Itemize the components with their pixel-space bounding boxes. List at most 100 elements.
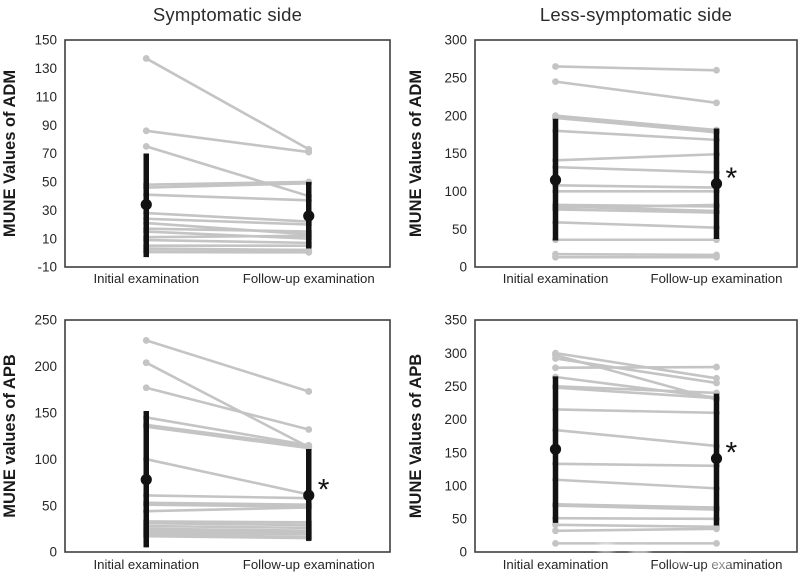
patient-line xyxy=(144,361,311,449)
patient-line xyxy=(144,339,311,393)
patient-line xyxy=(554,114,718,132)
patient-line xyxy=(554,252,718,257)
patient-line xyxy=(144,386,311,431)
patient-line xyxy=(554,221,718,229)
patient-line xyxy=(554,502,718,509)
y-axis-label: MUNE Values of APB xyxy=(407,354,425,519)
patient-line xyxy=(144,521,311,527)
y-tick-label: 70 xyxy=(42,146,57,161)
y-tick-label: 200 xyxy=(444,108,467,123)
patient-line xyxy=(554,129,718,142)
patient-line xyxy=(144,503,311,508)
patient-line xyxy=(554,165,718,174)
chart-cell-less-symptomatic-adm: Less-symptomatic side 0 50 100 150 200 250 300… xyxy=(400,0,800,290)
patient-line xyxy=(554,408,718,415)
patient-line xyxy=(144,494,311,500)
y-tick-label: 250 xyxy=(444,71,467,86)
plot-border xyxy=(64,319,391,553)
mean-marker xyxy=(710,452,723,465)
x-category-label: Initial examination xyxy=(93,271,199,286)
data-point-followup xyxy=(713,363,720,371)
symptomatic-apb-chart: 0 50 100 150 200 250 MUNE values of APB Initial… xyxy=(1,313,391,572)
patient-line xyxy=(144,230,311,240)
x-category-label: Initial examination xyxy=(503,271,609,286)
plot-border xyxy=(474,319,798,553)
column-title-less-symptomatic: Less-symptomatic side xyxy=(539,4,733,25)
patient-line xyxy=(554,203,718,210)
data-point-initial xyxy=(552,78,559,86)
y-tick-label: -10 xyxy=(37,260,57,275)
data-point-followup xyxy=(305,388,313,395)
column-title-symptomatic: Symptomatic side xyxy=(152,4,303,25)
data-point-initial xyxy=(552,253,559,261)
x-category-label: Follow-up examination xyxy=(243,271,375,286)
y-tick-label: 250 xyxy=(444,379,467,394)
y-tick-label: 10 xyxy=(42,231,57,246)
patient-line xyxy=(144,416,311,447)
chart-cell-symptomatic-adm: Symptomatic side -10 10 30 50 70 90 110 130 150 M… xyxy=(0,0,400,290)
data-point-initial xyxy=(142,384,150,392)
y-tick-label: 50 xyxy=(452,512,467,527)
significance-asterisk: * xyxy=(726,162,738,195)
data-point-initial xyxy=(552,521,559,529)
y-tick-label: 50 xyxy=(42,498,57,513)
patient-line xyxy=(144,227,311,233)
patient-line xyxy=(144,145,311,198)
patient-line xyxy=(144,423,311,448)
data-point-initial xyxy=(142,337,150,344)
patient-line xyxy=(554,523,718,529)
plot-border xyxy=(474,39,798,268)
patient-line xyxy=(554,516,718,521)
x-category-label: Follow-up examination xyxy=(651,271,783,286)
data-point-followup xyxy=(305,148,313,156)
patient-line xyxy=(554,478,718,490)
y-tick-label: 150 xyxy=(34,33,57,48)
data-point-followup xyxy=(713,66,720,74)
y-tick-label: 200 xyxy=(34,359,57,374)
y-tick-label: 300 xyxy=(444,346,467,361)
mean-marker xyxy=(140,198,152,211)
mean-marker xyxy=(303,489,315,501)
y-tick-label: 100 xyxy=(34,452,57,467)
less-symptomatic-apb-chart: 0 50 100 150 200 250 300 350 MUNE Values of APB I… xyxy=(407,313,798,572)
mean-marker xyxy=(549,174,562,186)
patient-line xyxy=(554,504,718,511)
y-tick-label: 130 xyxy=(34,61,57,76)
y-tick-label: 150 xyxy=(34,406,57,421)
y-tick-label: 100 xyxy=(444,184,467,199)
data-point-followup xyxy=(713,99,720,107)
chart-cell-symptomatic-apb: 0 50 100 150 200 250 MUNE values of APB Initial… xyxy=(0,290,400,580)
data-point-initial xyxy=(142,127,150,135)
patient-line xyxy=(144,57,311,151)
x-category-label: Initial examination xyxy=(503,557,609,572)
y-tick-label: 50 xyxy=(42,175,57,190)
mean-marker xyxy=(549,443,562,455)
patient-line xyxy=(554,357,718,385)
patient-line xyxy=(144,425,311,450)
data-point-initial xyxy=(552,364,559,372)
patient-line xyxy=(554,65,718,72)
y-tick-label: 0 xyxy=(459,260,467,275)
patient-line xyxy=(144,520,311,524)
data-point-initial xyxy=(552,527,559,535)
y-tick-label: 110 xyxy=(35,89,57,104)
patient-line xyxy=(144,238,311,245)
mean-marker xyxy=(710,178,723,190)
y-tick-label: 30 xyxy=(42,203,57,218)
mean-marker xyxy=(303,210,315,222)
data-point-initial xyxy=(142,359,150,367)
patient-line xyxy=(144,181,311,189)
patient-line xyxy=(144,506,311,513)
patient-line xyxy=(144,180,311,187)
data-point-followup xyxy=(305,248,313,256)
chart-cell-less-symptomatic-apb: 0 50 100 150 200 250 300 350 MUNE Values of APB I… xyxy=(400,290,800,580)
symptomatic-adm-chart: -10 10 30 50 70 90 110 130 150 MUNE Values of ADM… xyxy=(1,33,391,286)
patient-line xyxy=(554,80,718,105)
patient-line xyxy=(144,221,311,236)
patient-line xyxy=(144,501,311,506)
data-point-followup xyxy=(713,539,720,547)
x-category-label: Follow-up examination xyxy=(243,557,375,572)
significance-asterisk: * xyxy=(726,437,738,470)
patient-line xyxy=(144,527,311,532)
